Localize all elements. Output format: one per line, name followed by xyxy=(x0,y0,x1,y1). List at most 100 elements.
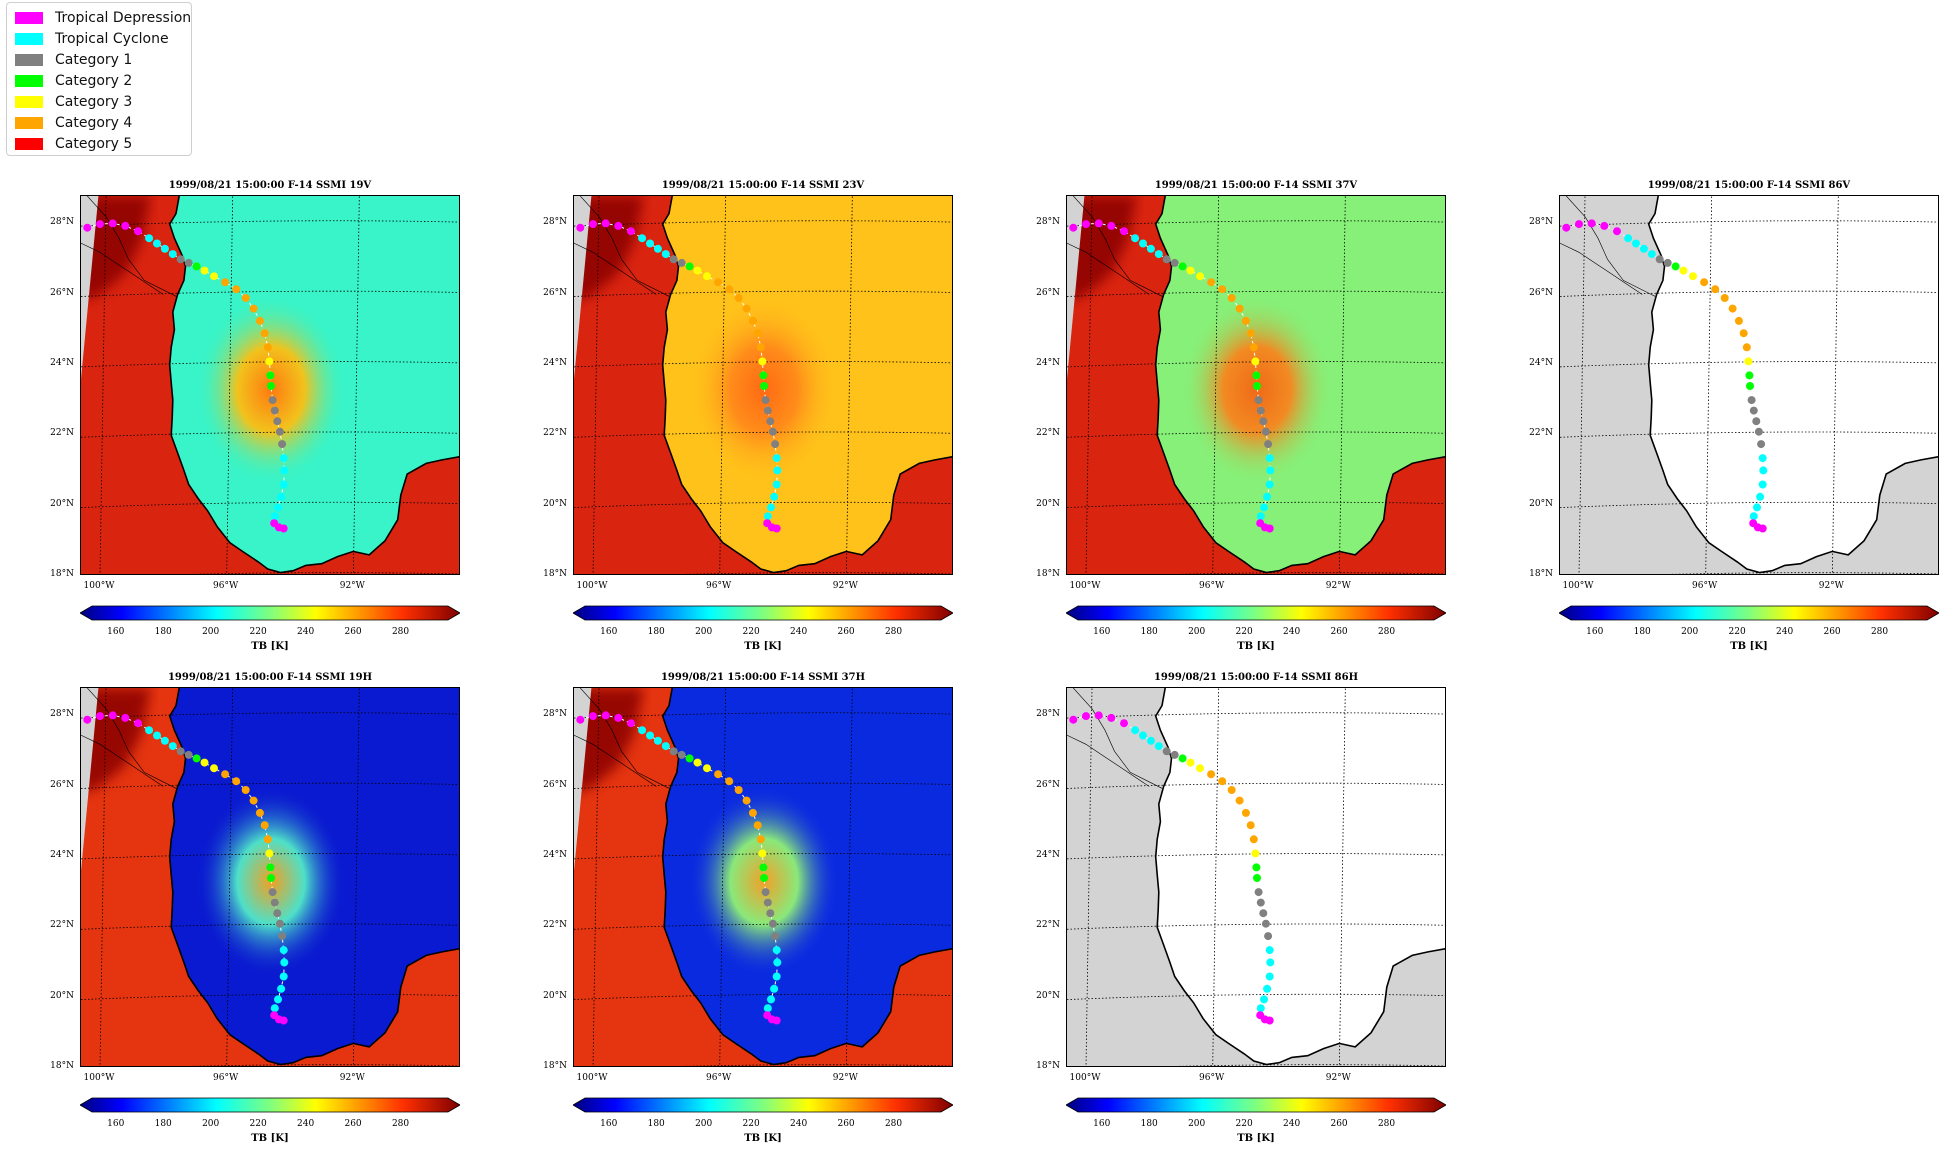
panel-title: 1999/08/21 15:00:00 F-14 SSMI 86H xyxy=(1153,672,1359,683)
latitude-gridline xyxy=(1560,431,1938,438)
track-point xyxy=(1107,713,1116,722)
track-point xyxy=(1632,239,1640,248)
track-point xyxy=(1069,715,1078,724)
track-point xyxy=(1082,220,1090,229)
track-point xyxy=(268,396,277,405)
track-point xyxy=(184,258,193,267)
colorbar-tick-label: 180 xyxy=(154,627,172,637)
track-point xyxy=(1749,406,1758,415)
track-point xyxy=(1739,329,1748,338)
track-point xyxy=(766,909,775,918)
track-point xyxy=(1254,888,1263,897)
track-point xyxy=(1562,223,1571,232)
state-border xyxy=(1067,734,1150,787)
latitude-label: 18°N xyxy=(50,569,74,579)
map-svg xyxy=(574,196,952,574)
longitude-gridline xyxy=(99,196,107,574)
map-svg xyxy=(81,688,459,1066)
longitude-label: 96°W xyxy=(213,1073,239,1083)
legend-label: Tropical Depression xyxy=(55,10,192,26)
coastline xyxy=(168,196,459,574)
track-point xyxy=(134,227,142,236)
longitude-label: 96°W xyxy=(706,1073,732,1083)
longitude-gridline xyxy=(1085,196,1093,574)
latitude-gridline xyxy=(574,993,952,1000)
track-point xyxy=(763,898,772,907)
track-point xyxy=(1227,294,1236,302)
colorbar-gradient xyxy=(1066,1097,1446,1113)
longitude-gridline xyxy=(226,688,234,1066)
latitude-label: 20°N xyxy=(1036,990,1060,1001)
latitude-gridline xyxy=(1176,572,1445,574)
colorbar-tick-label: 240 xyxy=(790,627,808,637)
track-point xyxy=(145,726,154,735)
colorbar-tick-label: 220 xyxy=(742,1119,760,1129)
panel-title: 1999/08/21 15:00:00 F-14 SSMI 19H xyxy=(167,672,373,683)
latitude-gridline xyxy=(1067,290,1445,297)
longitude-label: 96°W xyxy=(1692,581,1718,591)
track-point xyxy=(771,932,780,941)
track-point xyxy=(241,294,250,302)
colorbar-label: TB [K] xyxy=(744,1133,782,1144)
track-point xyxy=(1218,285,1227,294)
latitude-label: 28°N xyxy=(50,709,74,720)
panel-title: 1999/08/21 15:00:00 F-14 SSMI 37H xyxy=(660,672,866,683)
track-point xyxy=(1744,357,1753,366)
latitude-label: 26°N xyxy=(543,287,567,298)
coastline xyxy=(1647,196,1938,574)
track-point xyxy=(1069,223,1078,232)
colorbar-tick-label: 260 xyxy=(1823,627,1841,637)
colorbar-gradient xyxy=(1559,605,1939,621)
track-point xyxy=(693,758,702,767)
panel-title: 1999/08/21 15:00:00 F-14 SSMI 86V xyxy=(1647,180,1851,191)
track-point xyxy=(279,1016,288,1025)
track-point xyxy=(760,382,768,390)
track-point xyxy=(280,466,289,475)
track-point xyxy=(176,747,185,756)
track-point xyxy=(1196,764,1204,773)
track-point xyxy=(748,808,757,817)
track-point xyxy=(1218,777,1227,786)
state-border xyxy=(1067,242,1150,295)
track-point xyxy=(96,220,104,229)
map-svg xyxy=(1560,196,1938,574)
colorbar-tick-label: 280 xyxy=(1870,627,1889,637)
track-point xyxy=(725,285,734,294)
track-point xyxy=(601,219,610,228)
latitude-label: 22°N xyxy=(543,428,567,439)
track-point xyxy=(1253,382,1261,390)
track-point xyxy=(1742,343,1751,352)
track-point xyxy=(601,711,610,720)
track-point xyxy=(669,747,678,756)
track-point xyxy=(1261,427,1270,436)
latitude-gridline xyxy=(574,290,952,297)
track-point xyxy=(255,316,264,325)
track-point xyxy=(1746,382,1754,390)
map-frame xyxy=(80,195,460,575)
colorbar-label: TB [K] xyxy=(744,641,782,652)
track-point xyxy=(773,958,782,967)
latitude-label: 24°N xyxy=(1036,849,1060,860)
track-point xyxy=(1749,512,1758,521)
latitude-gridline xyxy=(574,431,952,438)
track-point xyxy=(1207,770,1216,779)
track-point xyxy=(1251,849,1260,858)
panel-title: 1999/08/21 15:00:00 F-14 SSMI 23V xyxy=(661,180,865,191)
colorbar-tick-label: 180 xyxy=(647,1119,665,1129)
track-point xyxy=(1139,239,1147,248)
longitude-label: 92°W xyxy=(832,1073,858,1083)
track-point xyxy=(83,223,92,232)
track-point xyxy=(221,770,230,779)
track-point xyxy=(279,454,288,463)
colorbar-tick-label: 260 xyxy=(344,627,362,637)
coastline xyxy=(661,196,952,574)
coastline xyxy=(661,688,952,1066)
colorbar-tick-label: 200 xyxy=(1188,1119,1206,1129)
track-point xyxy=(1170,258,1179,267)
track-point xyxy=(1263,492,1272,501)
track-point xyxy=(1671,262,1680,271)
colorbar-tick-label: 180 xyxy=(154,1119,172,1129)
longitude-label: 100°W xyxy=(1069,581,1101,591)
latitude-gridline xyxy=(81,501,459,508)
track-point xyxy=(638,726,647,735)
